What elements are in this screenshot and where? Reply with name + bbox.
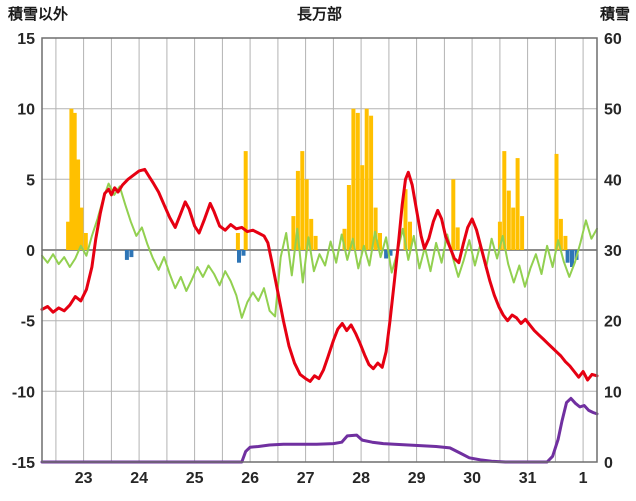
right-tick-label: 50 [604,102,622,119]
plot-border [41,37,598,463]
x-axis-ticks: 23 24 25 26 27 28 29 30 31 1 [75,470,588,487]
left-tick-label: 0 [26,243,35,260]
x-tick-label: 31 [519,470,537,487]
x-tick-label: 26 [241,470,259,487]
right-tick-label: 20 [604,314,622,331]
right-axis-title: 積雪 [599,6,630,23]
chart-title: 長万部 [296,6,342,23]
blue-bars [124,250,579,267]
x-tick-label: 25 [186,470,204,487]
x-tick-label: 23 [75,470,93,487]
right-tick-label: 0 [604,455,613,472]
left-tick-label: 10 [17,102,35,119]
x-tick-label: 29 [408,470,426,487]
x-tick-label: 1 [579,470,588,487]
x-tick-label: 28 [352,470,370,487]
right-axis-ticks: 60 50 40 30 20 10 0 [604,31,622,472]
right-tick-label: 60 [604,31,622,48]
left-axis-title: 積雪以外 [8,6,69,23]
left-tick-label: 15 [17,31,35,48]
right-tick-label: 40 [604,172,622,189]
left-tick-label: 5 [26,172,35,189]
red-line [40,167,599,383]
x-tick-label: 30 [463,470,481,487]
orange-bars [66,108,568,251]
left-axis-ticks: 15 10 5 0 -5 -10 -15 [12,31,35,472]
left-tick-label: -5 [21,314,35,331]
x-tick-label: 24 [130,470,148,487]
purple-line [40,396,599,464]
left-tick-label: -15 [12,455,35,472]
left-tick-label: -10 [12,384,35,401]
right-tick-label: 30 [604,243,622,260]
right-tick-label: 10 [604,384,622,401]
x-tick-label: 27 [297,470,315,487]
green-line [41,182,598,319]
